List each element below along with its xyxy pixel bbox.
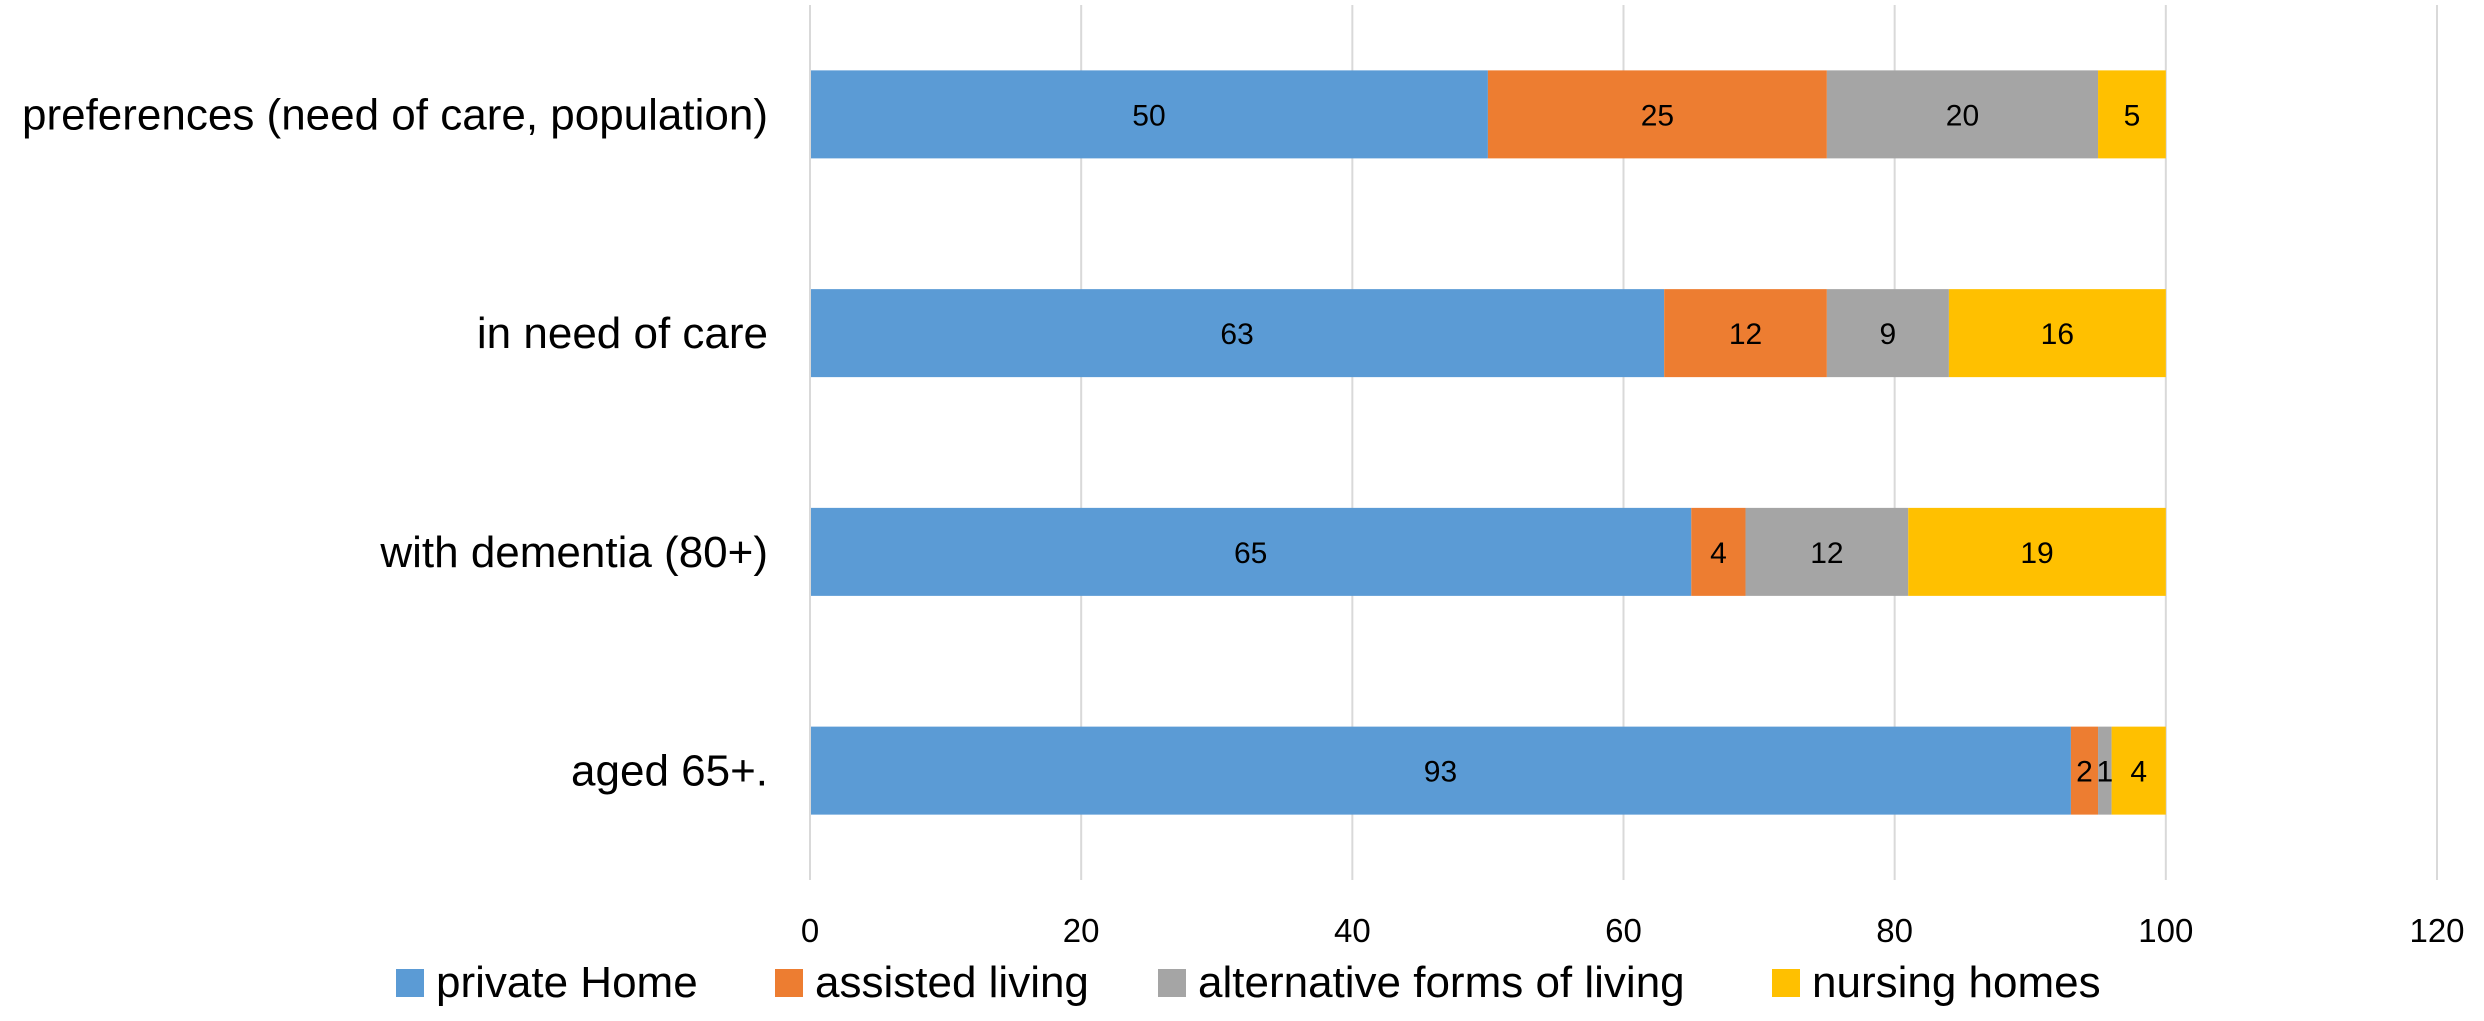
data-label: 4 xyxy=(1710,537,1727,570)
x-tick-label: 100 xyxy=(2138,912,2193,949)
legend-label: private Home xyxy=(436,958,698,1007)
bar-segment xyxy=(1826,289,1949,378)
data-label: 2 xyxy=(2076,756,2093,789)
x-tick-label: 120 xyxy=(2409,912,2464,949)
data-label: 65 xyxy=(1234,537,1267,570)
bar-segment xyxy=(1664,289,1827,378)
bar-segment xyxy=(810,726,2071,815)
bar-segment xyxy=(2070,726,2099,815)
bar-segment xyxy=(810,507,1692,596)
legend-swatch xyxy=(775,969,803,997)
data-label: 9 xyxy=(1880,318,1897,351)
data-label: 16 xyxy=(2041,318,2074,351)
data-label: 20 xyxy=(1946,99,1979,132)
data-label: 1 xyxy=(2096,756,2113,789)
x-tick-label: 0 xyxy=(801,912,819,949)
bar-segment xyxy=(1745,507,1909,596)
bar-segment xyxy=(1487,70,1827,159)
data-label: 50 xyxy=(1132,99,1165,132)
category-label: in need of care xyxy=(477,309,768,358)
bar-segment xyxy=(2098,726,2112,815)
data-label: 12 xyxy=(1729,318,1762,351)
legend-label: alternative forms of living xyxy=(1198,958,1685,1007)
data-label: 63 xyxy=(1220,318,1253,351)
x-tick-label: 60 xyxy=(1605,912,1642,949)
legend-swatch xyxy=(1158,969,1186,997)
legend-label: assisted living xyxy=(815,958,1089,1007)
data-label: 4 xyxy=(2130,756,2147,789)
bar-segment xyxy=(1691,507,1746,596)
bar-segment xyxy=(810,289,1665,378)
bar-segment xyxy=(1948,289,2166,378)
legend-label: nursing homes xyxy=(1812,958,2101,1007)
data-label: 25 xyxy=(1641,99,1674,132)
legend-swatch xyxy=(396,969,424,997)
bar-segment xyxy=(810,70,1488,159)
data-label: 93 xyxy=(1424,756,1457,789)
data-label: 19 xyxy=(2020,537,2053,570)
bar-segment xyxy=(2111,726,2166,815)
bar-segment xyxy=(1826,70,2099,159)
x-tick-label: 80 xyxy=(1876,912,1913,949)
category-label: preferences (need of care, population) xyxy=(22,90,768,139)
x-tick-label: 20 xyxy=(1063,912,1100,949)
category-label: with dementia (80+) xyxy=(379,528,768,577)
bar-segment xyxy=(2098,70,2166,159)
data-label: 12 xyxy=(1810,537,1843,570)
bars xyxy=(810,70,2166,815)
legend: private Home assisted living alternative f… xyxy=(396,958,2101,1007)
data-label: 5 xyxy=(2124,99,2141,132)
bar-segment xyxy=(1908,507,2166,596)
legend-swatch xyxy=(1772,969,1800,997)
category-label: aged 65+. xyxy=(571,747,768,796)
x-tick-label: 40 xyxy=(1334,912,1371,949)
